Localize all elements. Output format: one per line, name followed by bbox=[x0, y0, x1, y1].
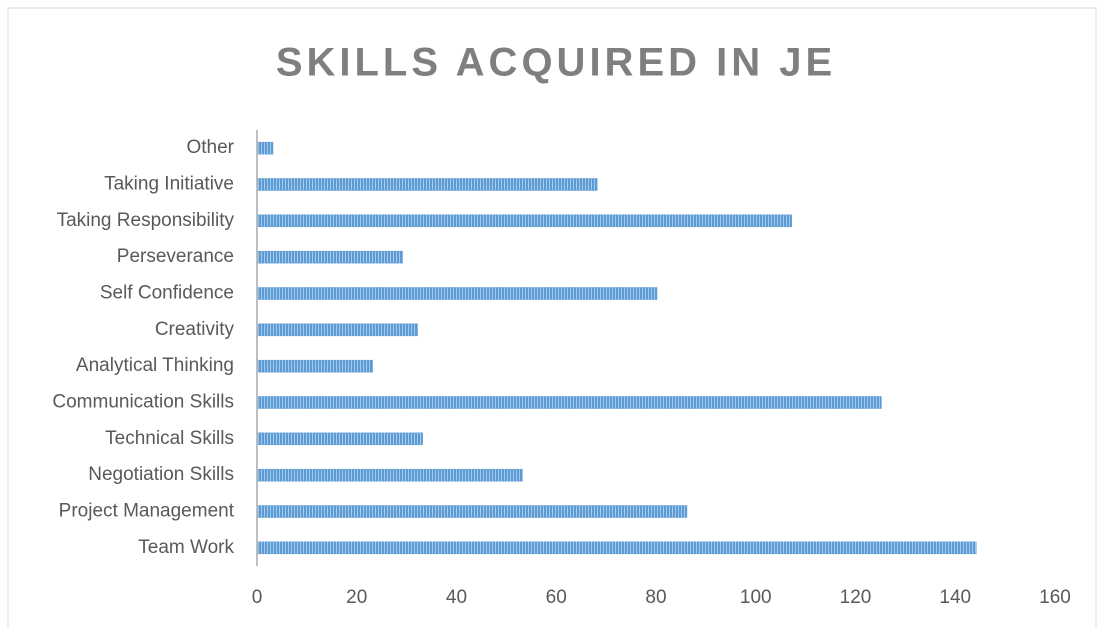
y-tick-label: Analytical Thinking bbox=[76, 355, 234, 376]
bar bbox=[257, 541, 977, 555]
x-tick-label: 80 bbox=[645, 587, 666, 608]
y-tick-label: Team Work bbox=[138, 537, 234, 558]
bar bbox=[257, 287, 658, 300]
bar bbox=[257, 141, 274, 155]
x-tick-label: 120 bbox=[840, 587, 872, 608]
chart-border bbox=[7, 7, 1097, 627]
x-tick-label: 140 bbox=[939, 587, 971, 608]
bar bbox=[257, 250, 403, 264]
bar bbox=[257, 505, 688, 518]
bar bbox=[257, 432, 423, 446]
bar bbox=[257, 396, 882, 409]
y-tick-label: Perseverance bbox=[117, 246, 234, 267]
bar bbox=[257, 468, 523, 482]
y-tick-label: Taking Responsibility bbox=[57, 210, 235, 231]
bar bbox=[257, 178, 598, 191]
y-tick-label: Negotiation Skills bbox=[88, 464, 234, 485]
y-tick-label: Project Management bbox=[59, 501, 235, 522]
y-tick-label: Other bbox=[186, 137, 234, 158]
y-tick-label: Taking Initiative bbox=[104, 174, 234, 195]
bar bbox=[257, 323, 418, 337]
x-tick-label: 60 bbox=[546, 587, 567, 608]
x-tick-label: 160 bbox=[1039, 587, 1071, 608]
y-tick-label: Communication Skills bbox=[52, 392, 234, 413]
bar bbox=[257, 359, 373, 373]
x-tick-label: 100 bbox=[740, 587, 772, 608]
x-tick-label: 0 bbox=[252, 587, 263, 608]
bar bbox=[257, 214, 792, 228]
y-tick-label: Technical Skills bbox=[105, 428, 234, 449]
chart-title: SKILLS ACQUIRED IN JE bbox=[276, 41, 836, 85]
y-tick-label: Creativity bbox=[155, 319, 235, 340]
y-tick-label: Self Confidence bbox=[100, 283, 234, 304]
x-tick-label: 40 bbox=[446, 587, 467, 608]
x-tick-label: 20 bbox=[346, 587, 367, 608]
